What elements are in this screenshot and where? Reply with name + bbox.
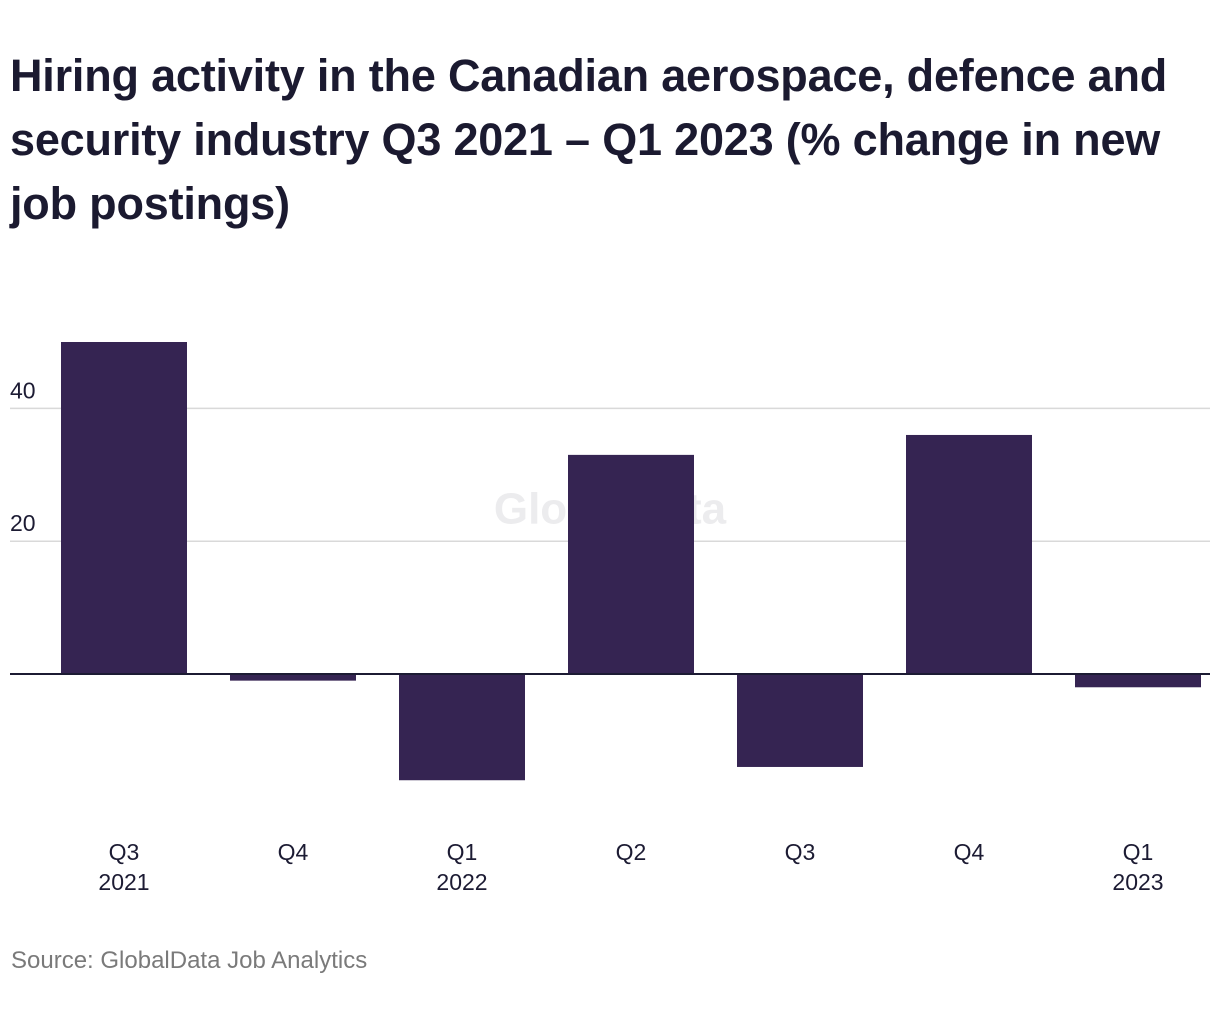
bar-q4 [230, 674, 356, 681]
chart-title: Hiring activity in the Canadian aerospac… [10, 50, 1168, 229]
y-tick-label: 20 [10, 510, 36, 536]
bar-q1-2023 [1075, 674, 1201, 688]
x-tick-label: Q1 [1123, 839, 1154, 865]
source-note: Source: GlobalData Job Analytics [11, 947, 368, 974]
x-tick-label: Q3 [109, 839, 140, 865]
y-tick-label: 40 [10, 377, 36, 403]
bar-q3-2021 [61, 342, 187, 674]
x-tick-label: Q3 [785, 839, 816, 865]
x-tick-label: Q4 [954, 839, 985, 865]
bar-q4 [906, 434, 1032, 674]
bar-q3 [737, 674, 863, 767]
x-tick-year-label: 2021 [98, 869, 149, 895]
x-tick-year-label: 2022 [436, 869, 487, 895]
x-tick-label: Q4 [278, 839, 309, 865]
x-tick-label: Q1 [447, 839, 478, 865]
bar-q1-2022 [399, 674, 525, 781]
x-tick-year-label: 2023 [1112, 869, 1163, 895]
bar-q2 [568, 454, 694, 674]
x-tick-label: Q2 [616, 839, 647, 865]
